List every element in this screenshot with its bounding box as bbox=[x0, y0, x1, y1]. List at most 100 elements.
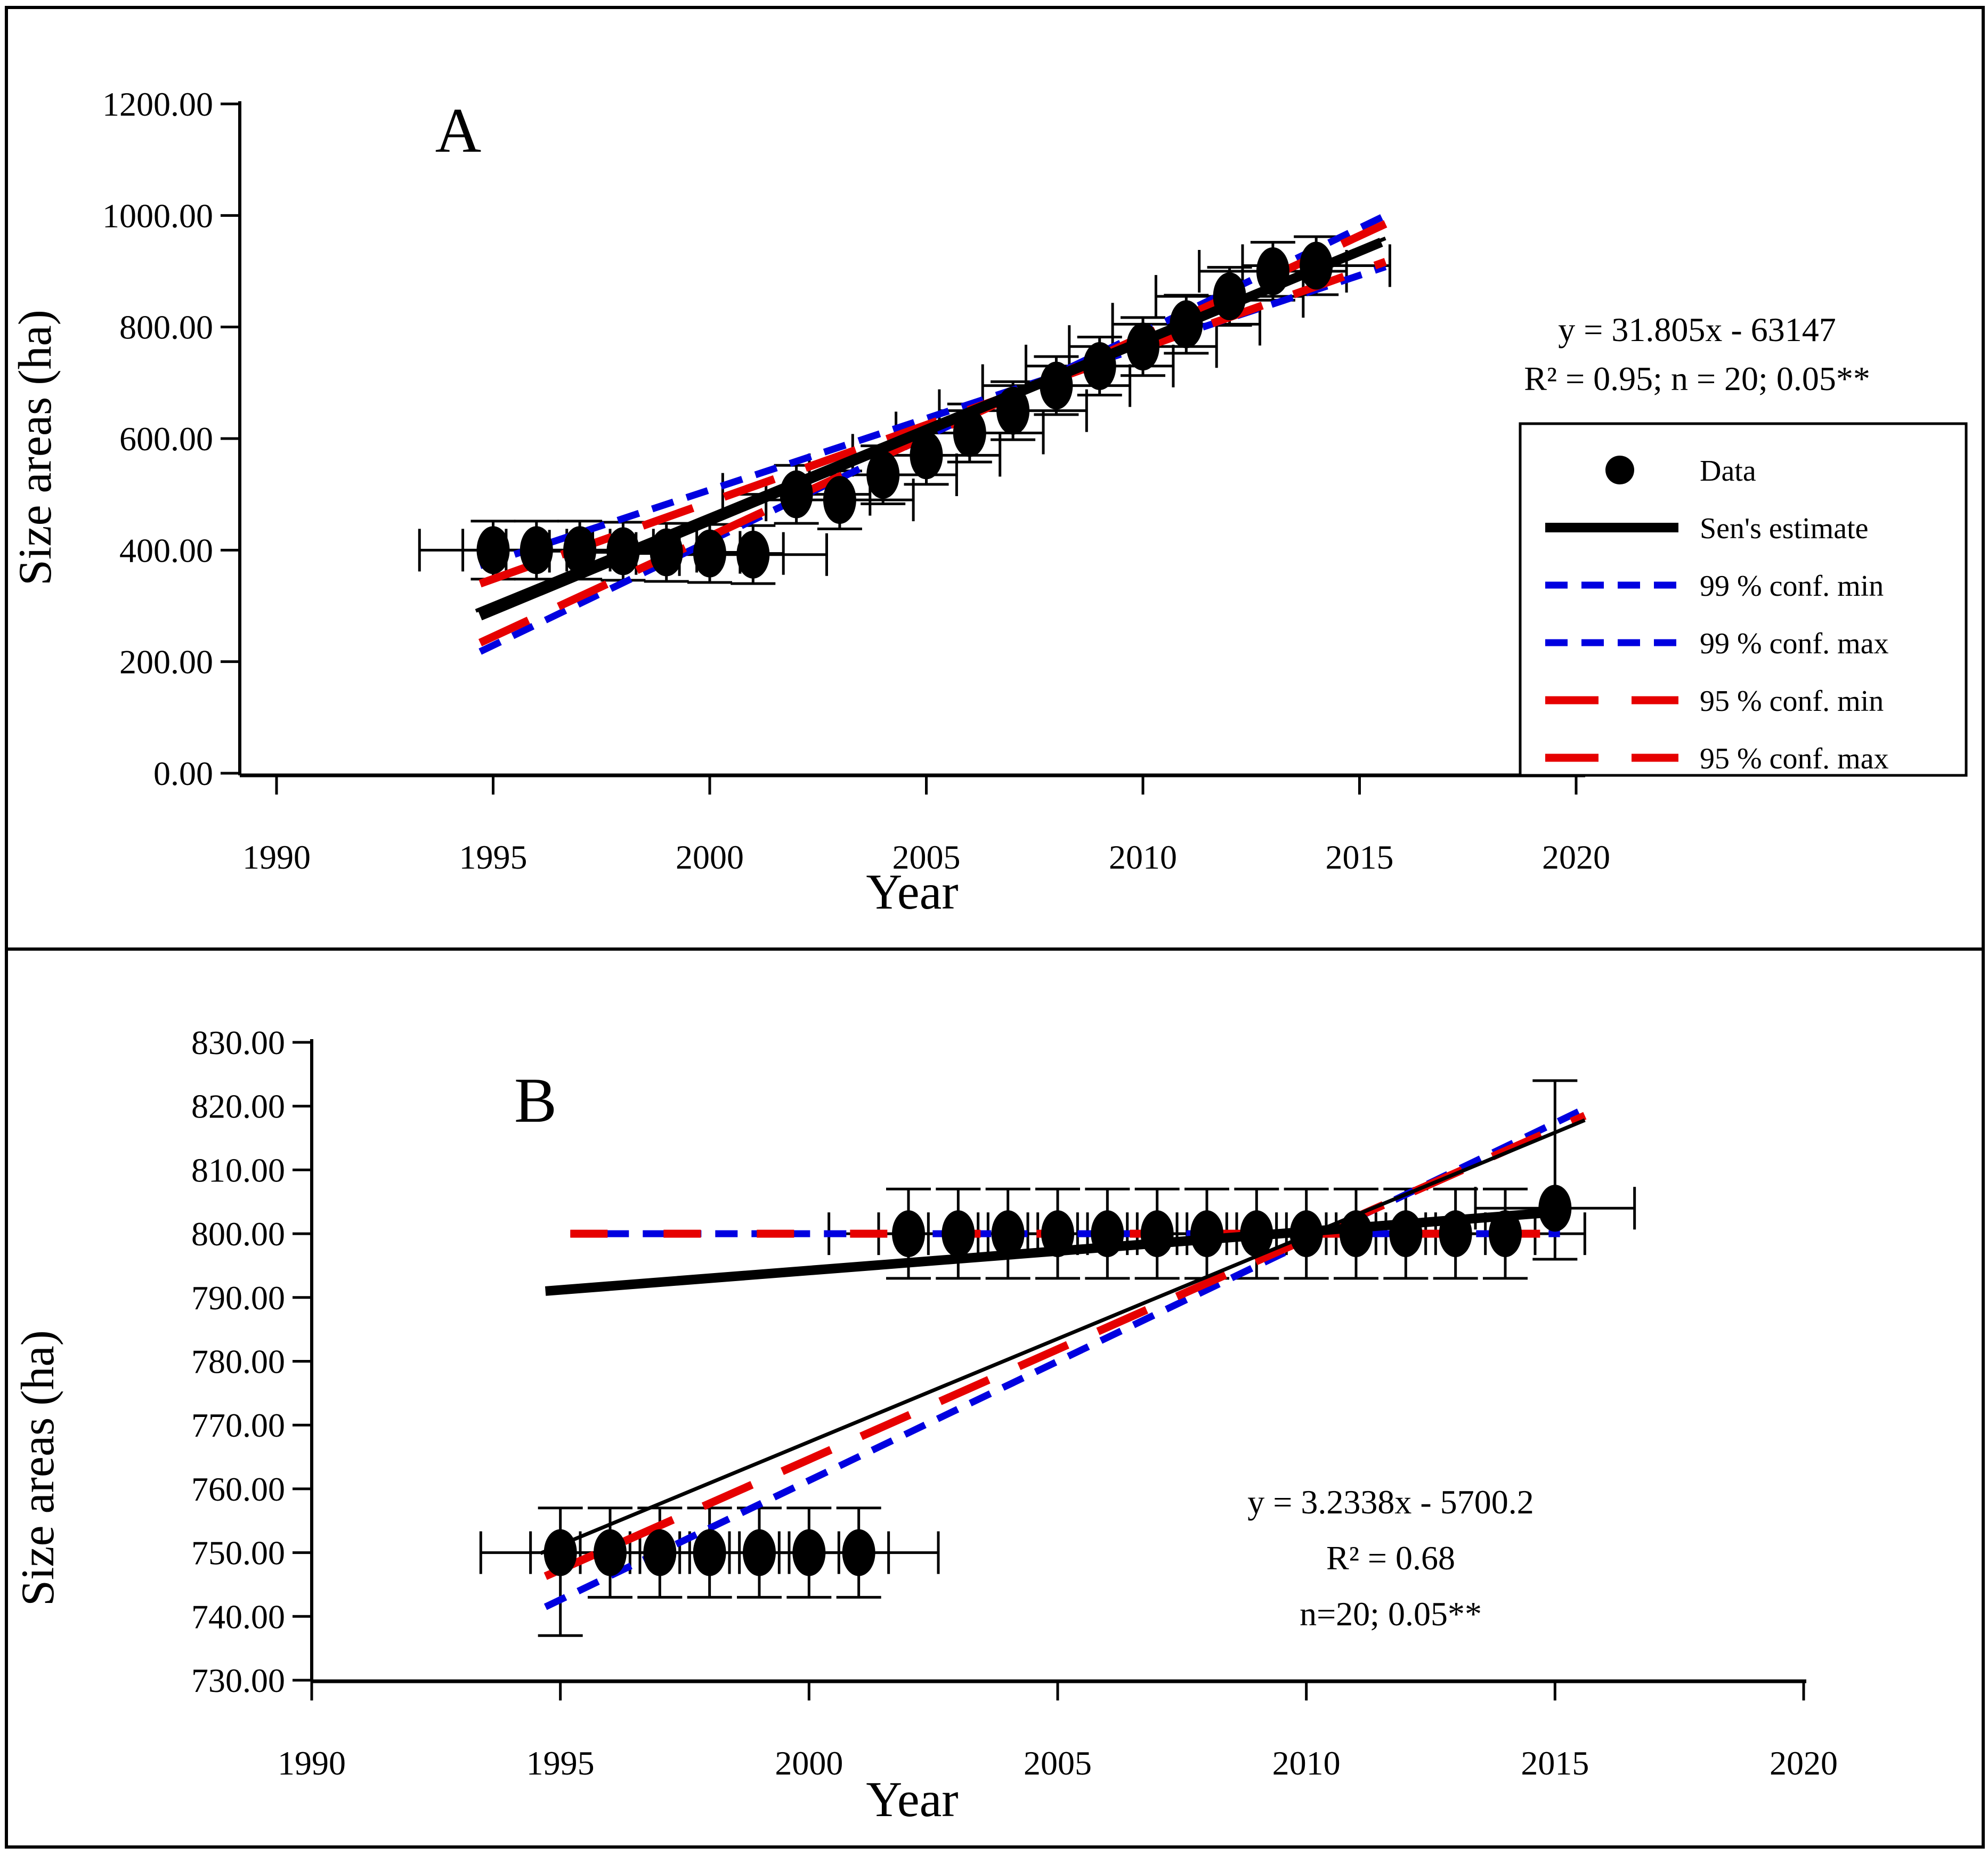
data-point bbox=[1170, 300, 1203, 349]
data-point bbox=[991, 1210, 1025, 1258]
data-point bbox=[1289, 1210, 1323, 1258]
x-axis-tick-label: 2015 bbox=[1521, 1744, 1589, 1782]
y-axis-tick-label: 820.00 bbox=[191, 1088, 285, 1125]
data-point bbox=[1489, 1210, 1522, 1258]
conf-line-99-min bbox=[479, 263, 1387, 569]
data-point bbox=[792, 1529, 826, 1576]
data-point bbox=[1340, 1210, 1373, 1258]
data-points bbox=[543, 1185, 1572, 1576]
ols-line bbox=[539, 1118, 1586, 1556]
x-axis-tick-label: 1995 bbox=[459, 838, 528, 876]
legend: Data Sen's estimate 99 % conf. min 99 % con… bbox=[1519, 422, 1968, 777]
data-point bbox=[892, 1210, 925, 1258]
data-point bbox=[520, 526, 553, 574]
legend-label: 99 % conf. max bbox=[1700, 627, 1889, 660]
data-point bbox=[693, 529, 726, 578]
x-axis-tick-label: 1990 bbox=[278, 1744, 346, 1782]
y-axis-tick-label: 730.00 bbox=[191, 1662, 285, 1699]
equation-text: y = 3.2338x - 5700.2 bbox=[1247, 1483, 1533, 1521]
data-point bbox=[1083, 342, 1116, 390]
data-point bbox=[1389, 1210, 1423, 1258]
y-axis-tick-label: 760.00 bbox=[191, 1470, 285, 1508]
data-point bbox=[594, 1529, 627, 1576]
x-axis-title: Year bbox=[866, 864, 958, 920]
data-point bbox=[476, 526, 510, 574]
y-axis-tick-label: 0.00 bbox=[153, 755, 213, 792]
data-point bbox=[780, 470, 813, 519]
panel-b: 830.00 820.00 810.00 800.00 790.00 780.00 770.… bbox=[12, 1024, 1838, 1827]
data-point bbox=[1240, 1210, 1273, 1258]
equation-text: n=20; 0.05** bbox=[1300, 1595, 1482, 1633]
equation-text: R² = 0.95; n = 20; 0.05** bbox=[1524, 360, 1870, 398]
y-axis-tick-label: 800.00 bbox=[119, 309, 213, 346]
x-axis-tick-label: 1990 bbox=[242, 838, 311, 876]
y-axis-tick-label: 1000.00 bbox=[102, 197, 213, 234]
data-point bbox=[1041, 1210, 1074, 1258]
data-point bbox=[606, 527, 640, 576]
data-point bbox=[1213, 272, 1246, 321]
legend-label: 95 % conf. max bbox=[1700, 742, 1889, 775]
equation-text: R² = 0.68 bbox=[1326, 1539, 1455, 1577]
data-point bbox=[996, 386, 1030, 435]
outer-border bbox=[5, 6, 1985, 1849]
data-point bbox=[823, 476, 856, 524]
data-points bbox=[476, 241, 1333, 579]
data-point bbox=[1256, 247, 1289, 295]
legend-label: Data bbox=[1700, 455, 1756, 488]
data-point bbox=[643, 1529, 677, 1576]
data-point bbox=[842, 1529, 875, 1576]
y-axis-tick-label: 770.00 bbox=[191, 1406, 285, 1444]
x-axis-tick-label: 2015 bbox=[1326, 838, 1394, 876]
y-axis-tick-label: 830.00 bbox=[191, 1024, 285, 1062]
y-axis-tick-label: 810.00 bbox=[191, 1151, 285, 1189]
data-point bbox=[743, 1529, 776, 1576]
data-point bbox=[910, 431, 943, 480]
panel-letter: A bbox=[435, 95, 482, 166]
data-point bbox=[736, 530, 770, 579]
y-axis-tick-label: 800.00 bbox=[191, 1215, 285, 1253]
data-point bbox=[1140, 1210, 1174, 1258]
data-point bbox=[1040, 361, 1073, 410]
conf-line-95-max bbox=[543, 1112, 1587, 1580]
legend-box bbox=[1519, 422, 1968, 777]
panel-a: 1200.00 1000.00 800.00 600.00 400.00 200.00 0.… bbox=[10, 85, 1968, 920]
y-axis-tick-label: 600.00 bbox=[119, 420, 213, 458]
y-axis-tick-label: 780.00 bbox=[191, 1343, 285, 1381]
data-point bbox=[1126, 322, 1159, 371]
y-axis-tick-label: 400.00 bbox=[119, 531, 213, 569]
panel-letter: B bbox=[514, 1065, 557, 1136]
data-point bbox=[866, 451, 900, 499]
x-axis-tick-label: 1995 bbox=[526, 1744, 595, 1782]
x-axis-tick-label: 2000 bbox=[775, 1744, 843, 1782]
x-axis-tick-label: 2010 bbox=[1272, 1744, 1341, 1782]
equation-text: y = 31.805x - 63147 bbox=[1558, 311, 1836, 349]
data-point bbox=[1190, 1210, 1223, 1258]
y-axis-tick-label: 200.00 bbox=[119, 643, 213, 681]
data-point bbox=[1300, 241, 1333, 290]
legend-label: Sen's estimate bbox=[1700, 512, 1868, 545]
data-point bbox=[953, 409, 986, 457]
y-axis-title: Size areas (ha) bbox=[12, 1330, 64, 1606]
x-axis-tick-label: 2020 bbox=[1542, 838, 1610, 876]
data-point bbox=[1538, 1185, 1572, 1232]
y-axis-tick-label: 1200.00 bbox=[102, 85, 213, 123]
legend-label: 99 % conf. min bbox=[1700, 570, 1884, 603]
legend-label: 95 % conf. min bbox=[1700, 685, 1884, 718]
x-axis-tick-label: 2005 bbox=[892, 838, 961, 876]
y-axis-title: Size areas (ha) bbox=[10, 310, 61, 586]
data-point bbox=[543, 1529, 577, 1576]
x-axis-tick-label: 2000 bbox=[676, 838, 744, 876]
data-point bbox=[693, 1529, 726, 1576]
data-point bbox=[563, 526, 597, 574]
x-axis-tick-label: 2005 bbox=[1024, 1744, 1092, 1782]
data-point bbox=[1091, 1210, 1124, 1258]
y-axis-tick-label: 740.00 bbox=[191, 1598, 285, 1635]
x-axis-tick-label: 2010 bbox=[1109, 838, 1177, 876]
data-point bbox=[1439, 1210, 1472, 1258]
x-axis-title: Year bbox=[866, 1772, 958, 1827]
x-axis-tick-label: 2020 bbox=[1770, 1744, 1838, 1782]
data-point bbox=[650, 528, 683, 577]
data-point bbox=[942, 1210, 975, 1258]
